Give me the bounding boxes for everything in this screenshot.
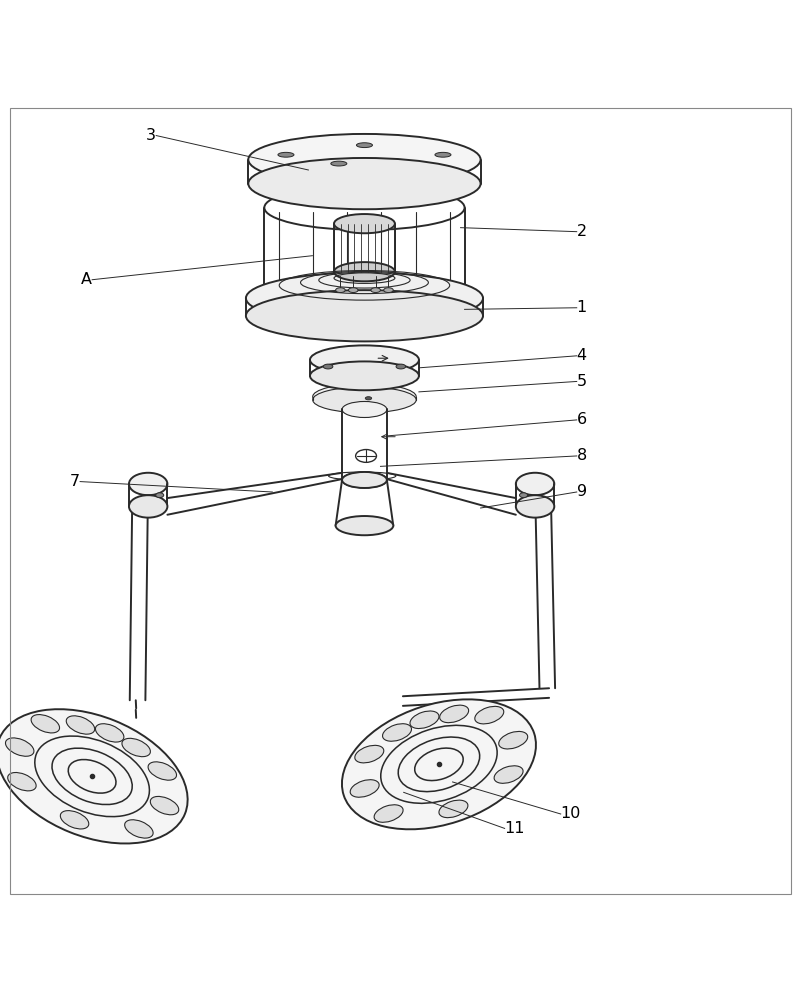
Ellipse shape (324, 364, 333, 369)
Text: 5: 5 (577, 374, 587, 389)
Ellipse shape (342, 472, 387, 488)
Ellipse shape (312, 384, 417, 410)
Text: 6: 6 (577, 412, 587, 427)
Ellipse shape (310, 345, 419, 374)
Ellipse shape (60, 811, 89, 829)
Ellipse shape (435, 152, 451, 157)
Ellipse shape (475, 706, 504, 724)
Text: 8: 8 (577, 448, 587, 463)
Ellipse shape (494, 766, 523, 783)
Text: 3: 3 (147, 128, 156, 143)
Ellipse shape (365, 397, 372, 400)
Ellipse shape (155, 493, 163, 498)
Ellipse shape (312, 387, 417, 413)
Text: 10: 10 (561, 806, 581, 821)
Ellipse shape (356, 143, 372, 148)
Ellipse shape (374, 805, 403, 822)
Ellipse shape (31, 715, 59, 733)
Ellipse shape (371, 288, 380, 293)
Ellipse shape (348, 288, 358, 293)
Ellipse shape (439, 800, 468, 818)
Ellipse shape (334, 262, 395, 281)
Ellipse shape (516, 495, 554, 518)
Ellipse shape (384, 288, 393, 293)
Ellipse shape (125, 820, 153, 838)
Ellipse shape (129, 473, 167, 495)
Ellipse shape (334, 214, 395, 233)
Ellipse shape (129, 495, 167, 518)
Ellipse shape (350, 780, 379, 797)
Text: 4: 4 (577, 348, 587, 363)
Ellipse shape (0, 709, 187, 843)
Ellipse shape (310, 361, 419, 390)
Text: A: A (81, 272, 92, 287)
Ellipse shape (336, 516, 393, 535)
Ellipse shape (520, 493, 528, 498)
Text: 1: 1 (577, 300, 587, 315)
Text: 11: 11 (505, 821, 525, 836)
Ellipse shape (95, 724, 124, 742)
Text: 7: 7 (70, 474, 80, 489)
Ellipse shape (342, 699, 536, 829)
Ellipse shape (278, 152, 294, 157)
Ellipse shape (66, 716, 95, 734)
Ellipse shape (246, 290, 483, 341)
Ellipse shape (6, 738, 34, 756)
Ellipse shape (410, 711, 439, 729)
Ellipse shape (122, 738, 151, 757)
Ellipse shape (396, 364, 405, 369)
Ellipse shape (342, 401, 387, 417)
Ellipse shape (248, 158, 481, 209)
Ellipse shape (248, 134, 481, 185)
Text: 2: 2 (577, 224, 587, 239)
Ellipse shape (499, 731, 528, 749)
Ellipse shape (342, 472, 387, 488)
Ellipse shape (331, 161, 347, 166)
Text: 9: 9 (577, 484, 587, 499)
Ellipse shape (383, 724, 412, 741)
Ellipse shape (151, 796, 179, 815)
Ellipse shape (8, 773, 36, 791)
Ellipse shape (246, 273, 483, 324)
Ellipse shape (148, 762, 176, 780)
Ellipse shape (355, 745, 384, 763)
Ellipse shape (336, 288, 345, 293)
Ellipse shape (440, 705, 469, 723)
Ellipse shape (516, 473, 554, 495)
